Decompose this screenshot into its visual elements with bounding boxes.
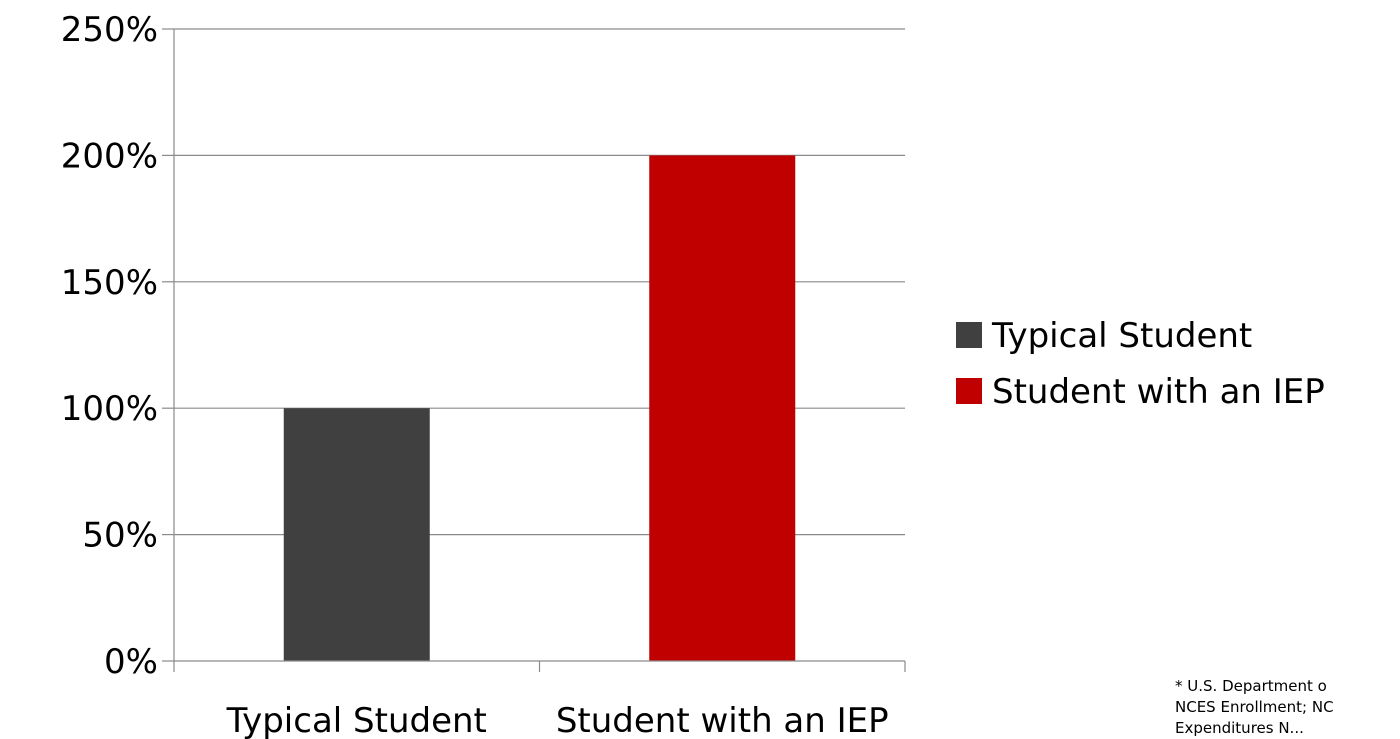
legend: Typical Student Student with an IEP: [956, 316, 1325, 412]
axes: [162, 28, 906, 672]
footnote-line: NCES Enrollment; NC: [1175, 698, 1334, 716]
footnote-line: Expenditures N...: [1175, 719, 1304, 737]
y-tick-label: 150%: [61, 263, 158, 303]
source-footnote: * U.S. Department o NCES Enrollment; NC …: [1175, 676, 1400, 739]
y-axis-tick-labels: 0% 50% 100% 150% 200% 250%: [61, 10, 158, 682]
bar: [283, 408, 430, 661]
bars: [283, 155, 796, 661]
legend-swatch: [956, 378, 982, 404]
legend-swatch: [956, 322, 982, 348]
x-axis-category-labels: Typical Student Student with an IEP: [226, 701, 889, 739]
legend-label: Student with an IEP: [992, 372, 1325, 412]
y-tick-label: 100%: [61, 389, 158, 429]
bar: [649, 155, 796, 661]
y-tick-label: 0%: [104, 642, 158, 682]
x-category-label: Student with an IEP: [556, 701, 889, 739]
legend-label: Typical Student: [991, 316, 1252, 356]
footnote-line: * U.S. Department o: [1175, 677, 1327, 695]
gridlines: [174, 28, 905, 536]
y-tick-label: 50%: [82, 516, 158, 556]
y-tick-label: 200%: [61, 136, 158, 176]
x-category-label: Typical Student: [226, 701, 487, 739]
y-tick-label: 250%: [61, 10, 158, 50]
